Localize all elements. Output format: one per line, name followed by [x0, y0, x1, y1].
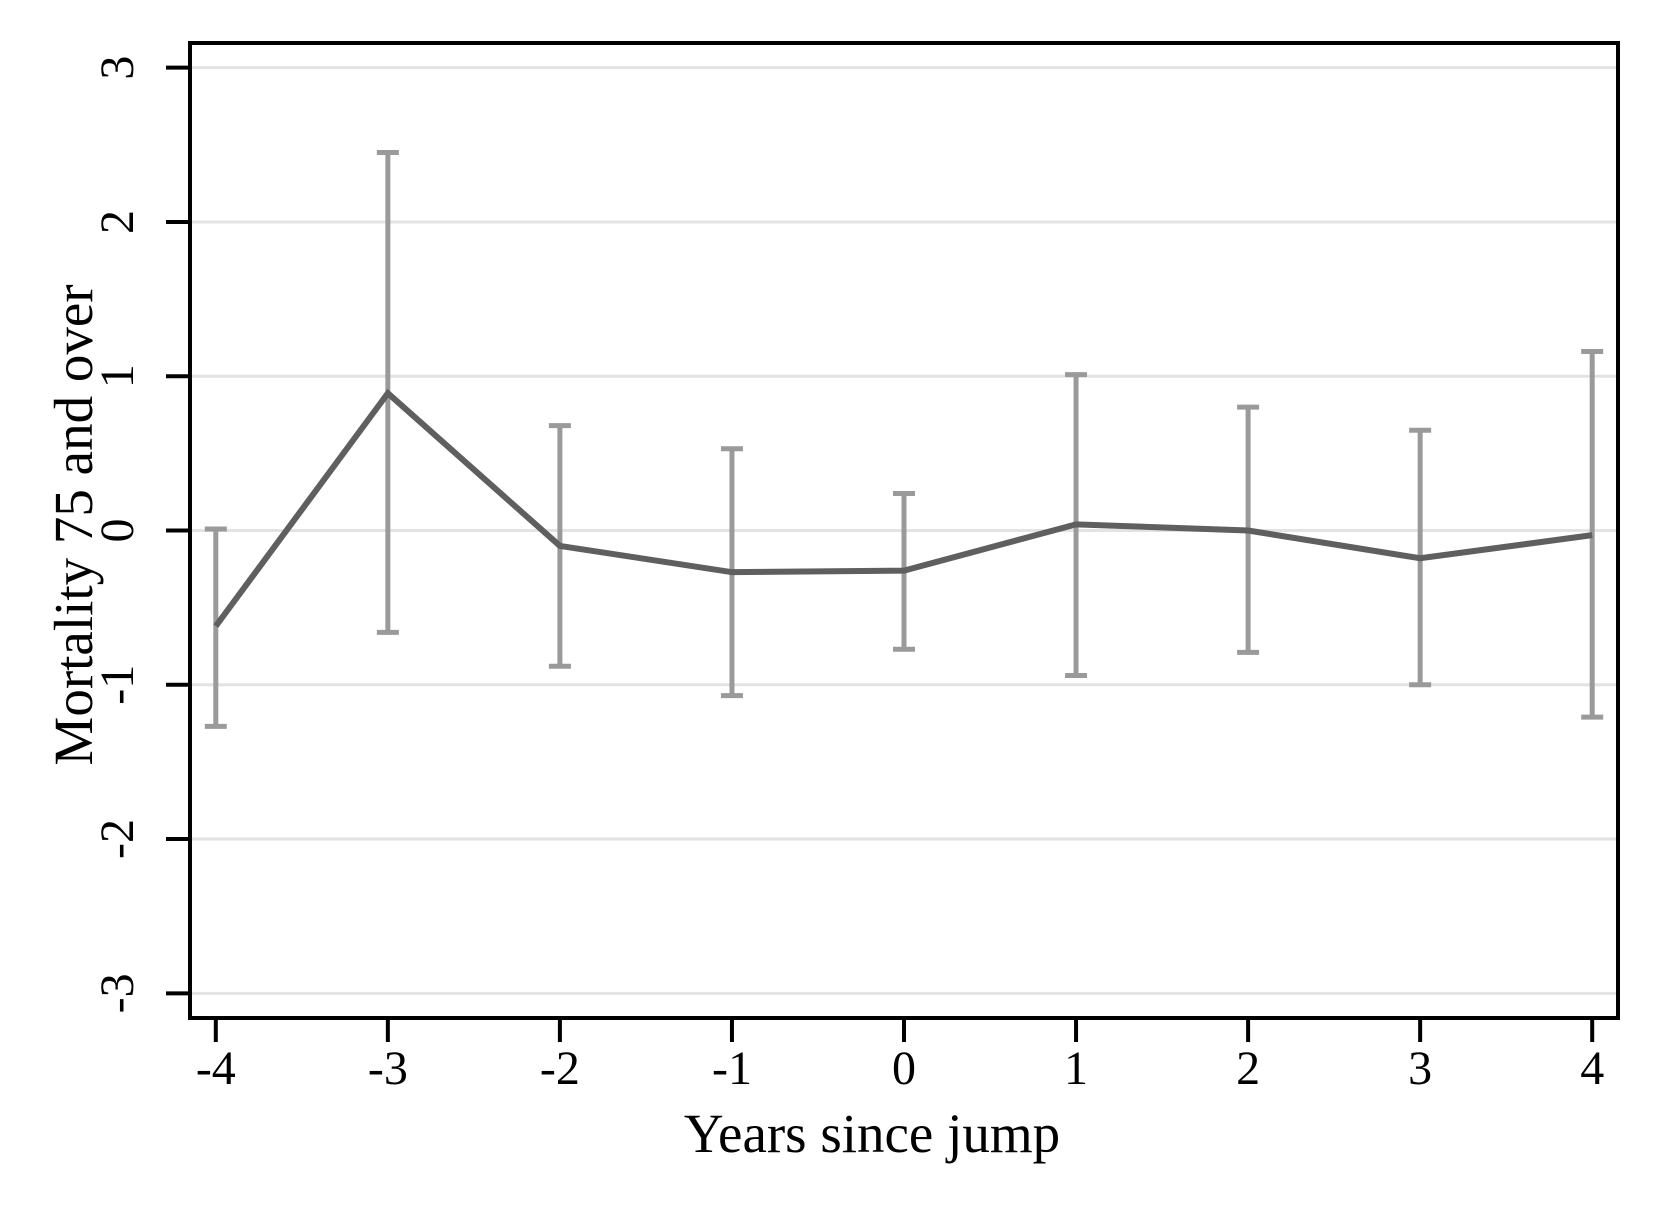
x-tick-label-0: 0: [892, 1042, 916, 1095]
x-tick-label--1: -1: [712, 1042, 752, 1095]
y-tick-label--1: -1: [91, 665, 144, 705]
error-bars-group: [204, 150, 1604, 729]
y-tick-label-2: 2: [91, 210, 144, 234]
y-tick-label--3: -3: [91, 973, 144, 1013]
x-tick-label-4: 4: [1580, 1042, 1604, 1095]
y-tick-label--2: -2: [91, 819, 144, 859]
y-tick-label-3: 3: [91, 56, 144, 80]
gridlines-group: [190, 66, 1618, 995]
x-tick-label--4: -4: [196, 1042, 236, 1095]
x-tick-label--2: -2: [540, 1042, 580, 1095]
y-tick-label-1: 1: [91, 364, 144, 388]
x-axis-title: Years since jump: [684, 1103, 1060, 1164]
x-tick-label-3: 3: [1408, 1042, 1432, 1095]
estimate-line: [213, 388, 1593, 628]
ticks-group: [166, 65, 1595, 1042]
x-tick-label-2: 2: [1236, 1042, 1260, 1095]
series-line-group: [213, 388, 1593, 628]
y-tick-label-0: 0: [91, 519, 144, 543]
x-tick-label--3: -3: [368, 1042, 408, 1095]
tick-labels-group: 3 2 1 0 -1 -2 -3 -4 -3 -2 -1 0 1 2 3 4: [91, 56, 1604, 1095]
x-tick-label-1: 1: [1064, 1042, 1088, 1095]
y-axis-title: Mortality 75 and over: [43, 284, 104, 765]
